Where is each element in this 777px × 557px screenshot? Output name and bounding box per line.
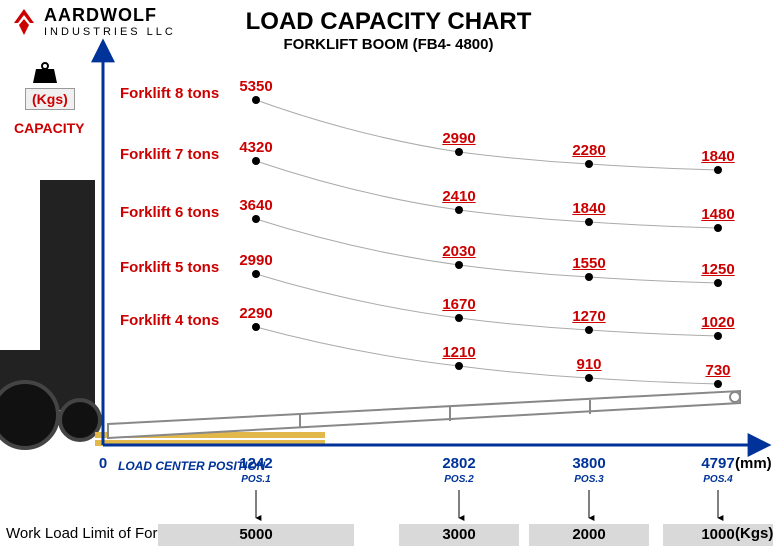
fork-bar-icon	[95, 440, 325, 446]
y-axis-units: (Kgs)	[25, 88, 75, 110]
series-name: Forklift 6 tons	[120, 204, 219, 221]
data-point-marker	[585, 160, 593, 168]
x-tick-value: 4797	[688, 455, 748, 472]
data-point-label: 2410	[429, 188, 489, 205]
data-point-label: 2280	[559, 142, 619, 159]
data-point-marker	[455, 148, 463, 156]
data-point-marker	[585, 273, 593, 281]
data-point-marker	[455, 261, 463, 269]
data-point-label: 1210	[429, 344, 489, 361]
y-axis-caption: CAPACITY	[14, 120, 85, 136]
wll-cell: 2000	[529, 524, 649, 546]
series-name: Forklift 5 tons	[120, 259, 219, 276]
forklift-illustration	[0, 180, 110, 450]
data-point-marker	[252, 157, 260, 165]
series-name: Forklift 7 tons	[120, 146, 219, 163]
data-point-marker	[455, 206, 463, 214]
series-name: Forklift 4 tons	[120, 312, 219, 329]
data-point-marker	[455, 362, 463, 370]
data-point-label: 2990	[226, 252, 286, 269]
x-tick-pos: POS.2	[429, 474, 489, 485]
data-point-label: 1250	[688, 261, 748, 278]
data-point-marker	[585, 374, 593, 382]
data-point-marker	[714, 279, 722, 287]
chart-svg	[0, 0, 777, 557]
x-tick-value: 1242	[226, 455, 286, 472]
data-point-label: 5350	[226, 78, 286, 95]
x-origin-zero: 0	[95, 455, 111, 472]
x-tick-value: 3800	[559, 455, 619, 472]
data-point-marker	[585, 218, 593, 226]
data-point-marker	[714, 224, 722, 232]
x-tick-pos: POS.1	[226, 474, 286, 485]
data-point-marker	[585, 326, 593, 334]
x-tick-value: 2802	[429, 455, 489, 472]
data-point-marker	[714, 380, 722, 388]
data-point-label: 4320	[226, 139, 286, 156]
series-name: Forklift 8 tons	[120, 85, 219, 102]
data-point-label: 1840	[559, 200, 619, 217]
fork-bar-icon	[95, 432, 325, 438]
x-tick-pos: POS.3	[559, 474, 619, 485]
wll-cell: 3000	[399, 524, 519, 546]
data-point-marker	[714, 332, 722, 340]
chart-subtitle: FORKLIFT BOOM (FB4- 4800)	[0, 36, 777, 53]
data-point-label: 1550	[559, 255, 619, 272]
data-point-label: 1270	[559, 308, 619, 325]
data-point-label: 1020	[688, 314, 748, 331]
wll-cell: 5000	[158, 524, 354, 546]
data-point-marker	[455, 314, 463, 322]
data-point-marker	[252, 323, 260, 331]
data-point-marker	[252, 270, 260, 278]
weight-icon	[30, 62, 60, 89]
data-point-marker	[252, 215, 260, 223]
data-point-marker	[252, 96, 260, 104]
data-point-label: 1480	[688, 206, 748, 223]
data-point-label: 2290	[226, 305, 286, 322]
data-point-label: 910	[559, 356, 619, 373]
x-tick-pos: POS.4	[688, 474, 748, 485]
boom-outline-icon	[108, 391, 740, 438]
wll-units: (Kgs)	[735, 525, 773, 542]
data-point-label: 3640	[226, 197, 286, 214]
chart-title: LOAD CAPACITY CHART	[0, 8, 777, 36]
data-point-label: 2030	[429, 243, 489, 260]
data-point-label: 1840	[688, 148, 748, 165]
data-point-label: 1670	[429, 296, 489, 313]
data-point-label: 2990	[429, 130, 489, 147]
data-point-marker	[714, 166, 722, 174]
data-point-label: 730	[688, 362, 748, 379]
